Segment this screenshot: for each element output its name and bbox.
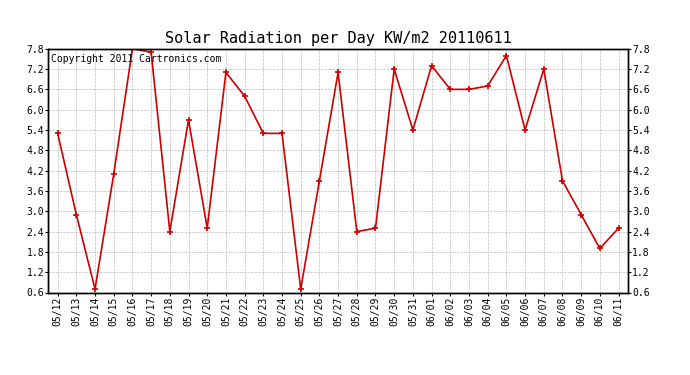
Text: Copyright 2011 Cartronics.com: Copyright 2011 Cartronics.com xyxy=(51,54,221,64)
Title: Solar Radiation per Day KW/m2 20110611: Solar Radiation per Day KW/m2 20110611 xyxy=(165,31,511,46)
